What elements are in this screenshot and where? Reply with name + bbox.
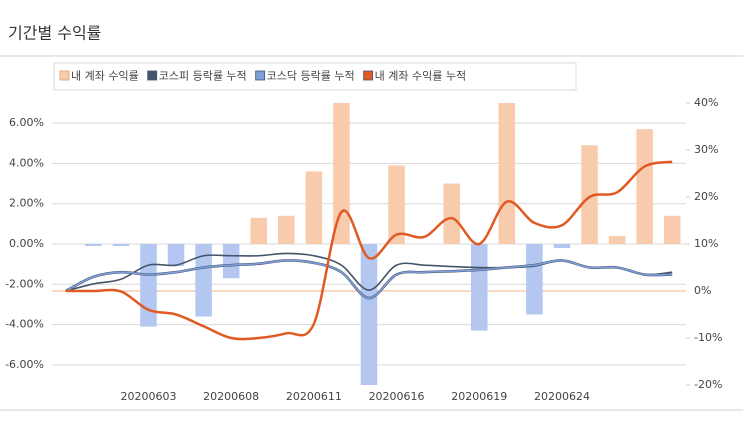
x-tick-label: 20200616 xyxy=(369,390,425,403)
legend-swatch xyxy=(147,70,158,81)
bar xyxy=(85,244,102,247)
legend-swatch xyxy=(59,70,70,81)
bar xyxy=(636,129,653,244)
y2-tick-label: 0% xyxy=(694,284,711,297)
legend-swatch xyxy=(363,70,374,81)
legend-label: 내 계좌 수익률 xyxy=(71,70,139,83)
legend-label: 내 계좌 수익률 누적 xyxy=(375,70,466,83)
line xyxy=(65,160,673,341)
y-tick-label: -2.00% xyxy=(5,277,44,290)
y2-tick-label: 20% xyxy=(694,190,718,203)
bar xyxy=(167,244,185,267)
bar xyxy=(608,235,626,244)
y2-tick-label: 30% xyxy=(694,143,718,156)
bar xyxy=(333,103,350,244)
bar xyxy=(388,165,405,244)
y-tick-label: 4.00% xyxy=(9,156,44,169)
y2-tick-label: 40% xyxy=(694,96,718,109)
bar xyxy=(526,244,543,315)
bar xyxy=(195,244,212,317)
bar xyxy=(222,244,240,279)
bar xyxy=(305,171,323,244)
y2-tick-label: -20% xyxy=(694,378,722,391)
bar xyxy=(360,244,378,385)
bar xyxy=(112,244,130,247)
x-tick-label: 20200608 xyxy=(203,390,259,403)
y-tick-label: -4.00% xyxy=(5,318,44,331)
bar xyxy=(250,217,268,244)
legend-swatch xyxy=(255,70,266,81)
bar xyxy=(498,103,516,244)
x-tick-label: 20200611 xyxy=(286,390,342,403)
bar xyxy=(443,183,460,244)
bar xyxy=(553,244,571,249)
x-tick-label: 20200624 xyxy=(534,390,590,403)
y2-tick-label: -10% xyxy=(694,331,722,344)
legend-label: 코스닥 등락률 누적 xyxy=(267,70,355,83)
bar xyxy=(278,215,295,244)
x-tick-label: 20200603 xyxy=(120,390,176,403)
bar xyxy=(140,244,157,327)
bar xyxy=(663,215,681,244)
legend-label: 코스피 등락률 누적 xyxy=(159,70,247,83)
y2-tick-label: 10% xyxy=(694,237,718,250)
line xyxy=(65,259,673,299)
legend-box xyxy=(53,62,577,91)
y-tick-label: 2.00% xyxy=(9,197,44,210)
chart-title: 기간별 수익률 xyxy=(8,24,101,43)
y-tick-label: -6.00% xyxy=(5,358,44,371)
bar xyxy=(581,145,598,244)
y-tick-label: 6.00% xyxy=(9,116,44,129)
bar xyxy=(470,244,488,331)
x-tick-label: 20200619 xyxy=(451,390,507,403)
y-tick-label: 0.00% xyxy=(9,237,44,250)
